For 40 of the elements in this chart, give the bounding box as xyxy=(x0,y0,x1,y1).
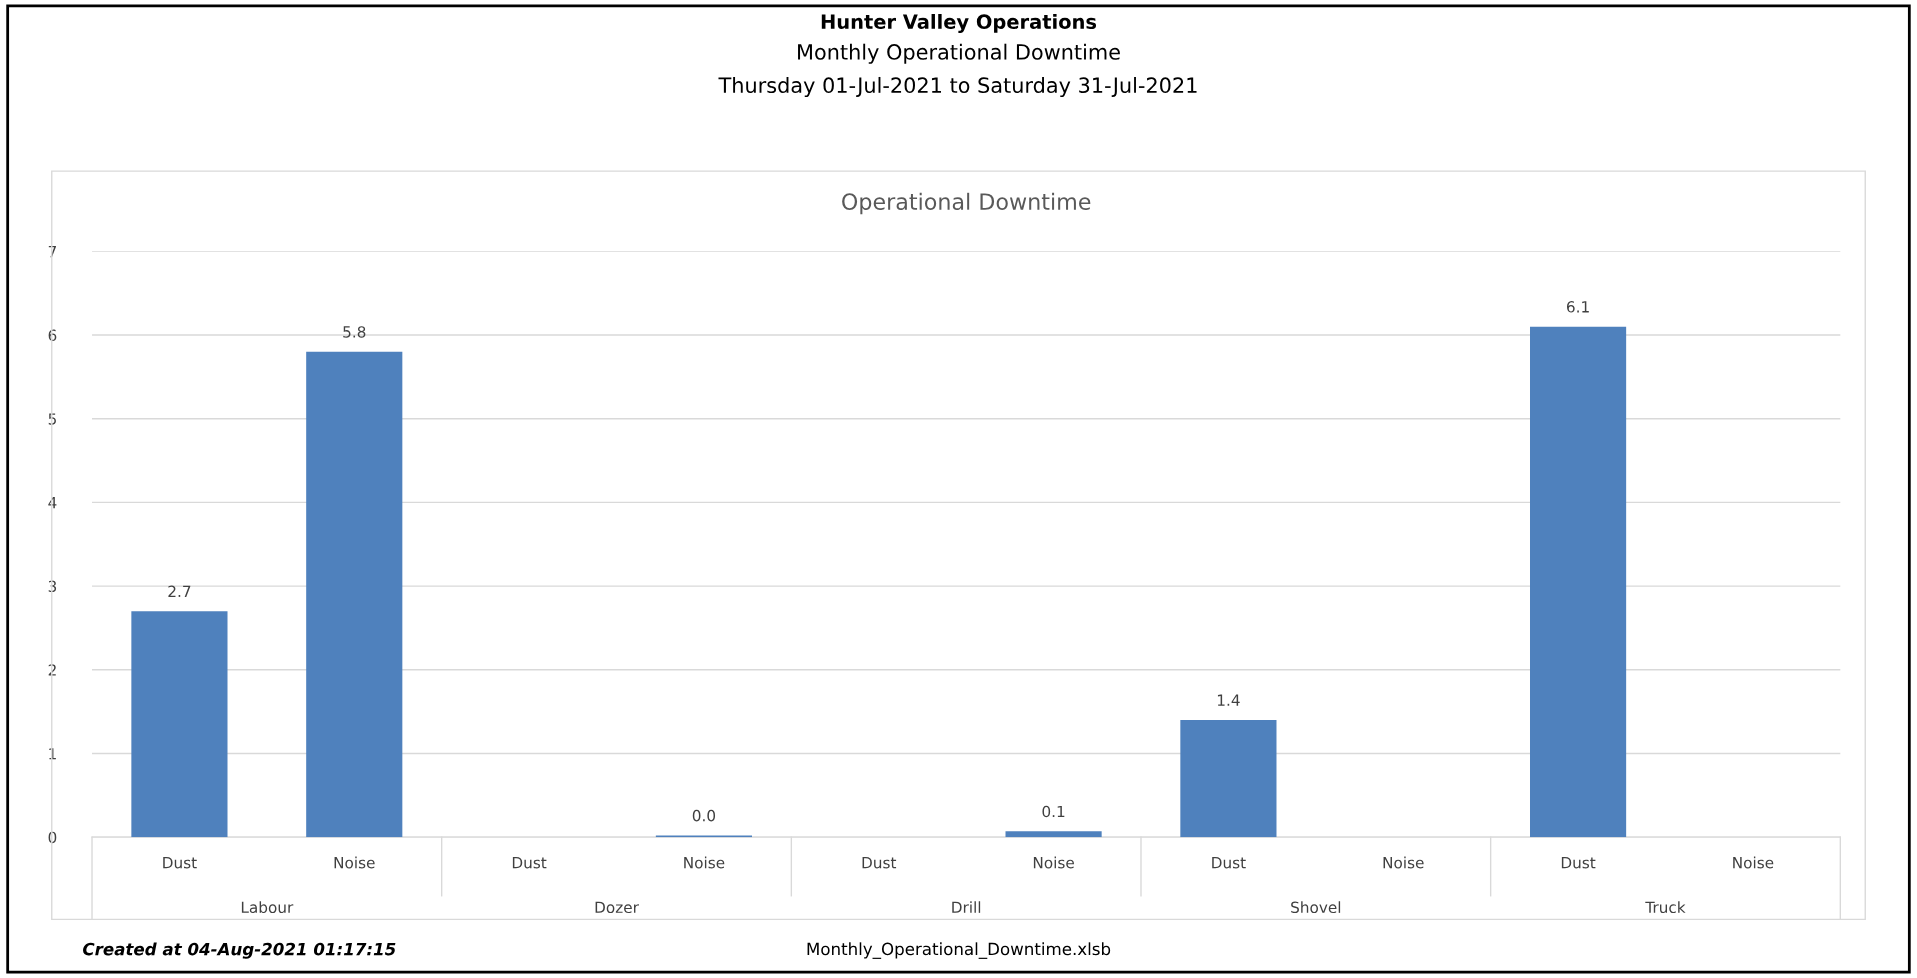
bar xyxy=(1005,831,1102,838)
data-label: 0.1 xyxy=(1042,805,1065,818)
x-tick-label: Dust xyxy=(1212,857,1246,869)
data-label: 2.7 xyxy=(168,585,191,597)
text: Labour xyxy=(241,901,294,914)
x-tick-label: Noise xyxy=(1733,856,1774,869)
y-tick-label: 1 xyxy=(49,748,56,760)
x-tick-label: Noise xyxy=(334,856,375,869)
text: Drill xyxy=(952,901,981,913)
bar xyxy=(306,351,403,838)
x-tick-label: Dust xyxy=(1561,857,1596,869)
text: Monthly_Operational_Downtime.xlsb xyxy=(807,942,1111,959)
y-tick-label: 5 xyxy=(48,413,56,425)
text: Truck xyxy=(1645,901,1686,914)
bar xyxy=(131,611,228,838)
data-label: 0.0 xyxy=(692,809,716,822)
x-tick-label: Dust xyxy=(862,857,897,869)
data-label: 5.8 xyxy=(343,326,366,338)
x-tick-label: Noise xyxy=(1383,856,1424,869)
y-tick-label: 0 xyxy=(48,831,57,844)
x-tick-label: Noise xyxy=(684,856,725,869)
y-tick-label: 6 xyxy=(48,329,57,342)
x-tick-label: Noise xyxy=(1033,856,1074,869)
text: Created at 04-Aug-2021 01:17:15 xyxy=(83,942,396,959)
text: Monthly Operational Downtime xyxy=(798,43,1120,64)
chart-title: Operational Downtime xyxy=(842,192,1091,215)
y-tick-label: 7 xyxy=(48,246,56,258)
text: Shovel xyxy=(1291,901,1341,914)
x-tick-label: Dust xyxy=(512,857,547,869)
bar xyxy=(1180,720,1277,838)
data-label: 1.4 xyxy=(1217,694,1240,706)
text: Thursday 01-Jul-2021 to Saturday 31-Jul-2021 xyxy=(718,76,1197,98)
bar xyxy=(1530,326,1627,838)
y-tick-label: 3 xyxy=(48,580,57,593)
x-tick-label: Dust xyxy=(163,857,197,869)
y-tick-label: 2 xyxy=(48,664,56,676)
y-tick-label: 4 xyxy=(48,497,57,509)
text: Dozer xyxy=(595,901,639,914)
text: Hunter Valley Operations xyxy=(821,13,1097,33)
data-label: 6.1 xyxy=(1566,301,1589,313)
